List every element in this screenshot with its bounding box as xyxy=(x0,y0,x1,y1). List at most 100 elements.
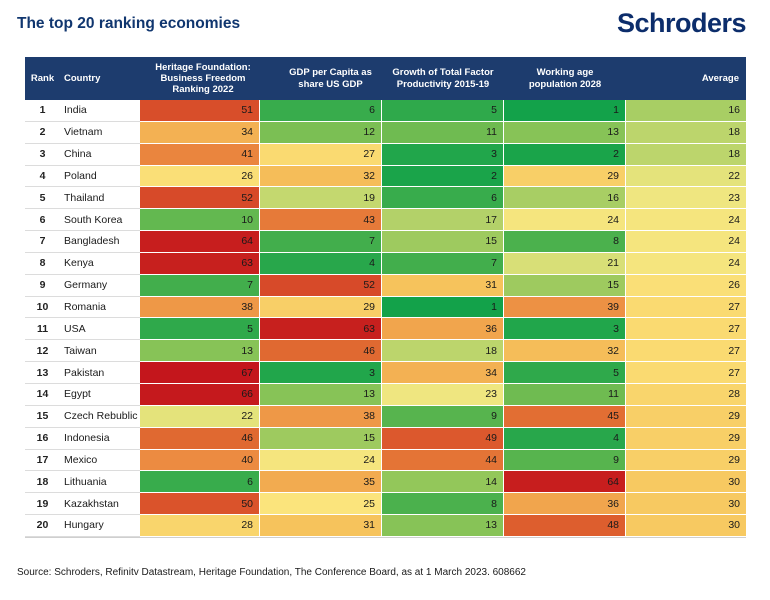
value-cell: 24 xyxy=(504,209,626,232)
table-row: 14 Egypt 66 13 23 11 28 xyxy=(25,383,746,406)
country-cell: Pakistan xyxy=(60,362,140,384)
table-row: 6 South Korea 10 43 17 24 24 xyxy=(25,209,746,232)
rank-cell: 11 xyxy=(25,318,60,341)
value-cell: 22 xyxy=(626,165,746,188)
table-row: 13 Pakistan 67 3 34 5 27 xyxy=(25,362,746,384)
value-cell: 29 xyxy=(504,165,626,188)
value-cell: 2 xyxy=(382,165,504,188)
rank-cell: 4 xyxy=(25,165,60,188)
col-header-working-age: Working age population 2028 xyxy=(504,57,626,100)
value-cell: 18 xyxy=(626,143,746,166)
value-cell: 36 xyxy=(504,493,626,516)
rank-cell: 8 xyxy=(25,252,60,275)
rank-cell: 2 xyxy=(25,121,60,144)
value-cell: 7 xyxy=(382,252,504,275)
value-cell: 3 xyxy=(504,318,626,341)
table-row: 11 USA 5 63 36 3 27 xyxy=(25,318,746,341)
col-header-heritage-ranking: Heritage Foundation: Business Freedom Ra… xyxy=(140,57,260,100)
rank-cell: 6 xyxy=(25,209,60,232)
table-row: 19 Kazakhstan 50 25 8 36 30 xyxy=(25,493,746,516)
value-cell: 11 xyxy=(382,121,504,144)
table-row: 1 India 51 6 5 1 16 xyxy=(25,100,746,122)
value-cell: 16 xyxy=(504,187,626,210)
col-header-gdp-label: GDP per Capita as share US GDP xyxy=(289,67,372,90)
value-cell: 9 xyxy=(504,449,626,472)
country-cell: Czech Rebublic xyxy=(60,405,140,428)
table-row: 9 Germany 7 52 31 15 26 xyxy=(25,274,746,297)
value-cell: 30 xyxy=(626,493,746,516)
value-cell: 36 xyxy=(382,318,504,341)
value-cell: 24 xyxy=(626,209,746,232)
value-cell: 24 xyxy=(260,449,382,472)
col-header-average: Average xyxy=(626,57,746,100)
value-cell: 11 xyxy=(504,383,626,406)
value-cell: 18 xyxy=(626,121,746,144)
value-cell: 5 xyxy=(382,100,504,122)
value-cell: 23 xyxy=(626,187,746,210)
value-cell: 43 xyxy=(260,209,382,232)
value-cell: 46 xyxy=(260,340,382,363)
rank-cell: 18 xyxy=(25,471,60,494)
value-cell: 26 xyxy=(140,165,260,188)
value-cell: 26 xyxy=(626,274,746,297)
value-cell: 35 xyxy=(260,471,382,494)
value-cell: 29 xyxy=(626,449,746,472)
col-header-gdp-per-capita: GDP per Capita as share US GDP xyxy=(260,57,382,100)
value-cell: 25 xyxy=(260,493,382,516)
value-cell: 22 xyxy=(140,405,260,428)
country-cell: South Korea xyxy=(60,209,140,232)
page-title: The top 20 ranking economies xyxy=(17,15,241,32)
value-cell: 23 xyxy=(382,383,504,406)
col-header-tfp-label: Growth of Total Factor Productivity 2015… xyxy=(392,67,494,90)
value-cell: 8 xyxy=(382,493,504,516)
source-note: Source: Schroders, Refinitv Datastream, … xyxy=(17,567,526,578)
value-cell: 48 xyxy=(504,515,626,537)
country-cell: China xyxy=(60,143,140,166)
value-cell: 38 xyxy=(260,405,382,428)
value-cell: 6 xyxy=(140,471,260,494)
col-header-heritage-label: Heritage Foundation: Business Freedom Ra… xyxy=(155,61,251,96)
value-cell: 39 xyxy=(504,296,626,319)
country-cell: Poland xyxy=(60,165,140,188)
value-cell: 15 xyxy=(382,231,504,253)
value-cell: 4 xyxy=(504,427,626,450)
country-cell: Thailand xyxy=(60,187,140,210)
value-cell: 34 xyxy=(140,121,260,144)
rank-cell: 20 xyxy=(25,515,60,537)
value-cell: 30 xyxy=(626,515,746,537)
value-cell: 13 xyxy=(140,340,260,363)
rank-cell: 16 xyxy=(25,427,60,450)
value-cell: 14 xyxy=(382,471,504,494)
value-cell: 19 xyxy=(260,187,382,210)
value-cell: 16 xyxy=(626,100,746,122)
value-cell: 52 xyxy=(260,274,382,297)
value-cell: 4 xyxy=(260,252,382,275)
col-header-rank: Rank xyxy=(25,57,60,100)
table-row: 12 Taiwan 13 46 18 32 27 xyxy=(25,340,746,363)
rank-cell: 17 xyxy=(25,449,60,472)
col-header-average-label: Average xyxy=(701,72,739,84)
value-cell: 24 xyxy=(626,231,746,253)
value-cell: 24 xyxy=(626,252,746,275)
rank-cell: 9 xyxy=(25,274,60,297)
value-cell: 46 xyxy=(140,427,260,450)
value-cell: 3 xyxy=(260,362,382,384)
value-cell: 10 xyxy=(140,209,260,232)
value-cell: 5 xyxy=(140,318,260,341)
value-cell: 3 xyxy=(382,143,504,166)
value-cell: 27 xyxy=(626,318,746,341)
country-cell: USA xyxy=(60,318,140,341)
table-header-row: Rank Country Heritage Foundation: Busine… xyxy=(25,57,746,100)
value-cell: 29 xyxy=(260,296,382,319)
country-cell: Taiwan xyxy=(60,340,140,363)
country-cell: Hungary xyxy=(60,515,140,537)
rank-cell: 7 xyxy=(25,231,60,253)
value-cell: 45 xyxy=(504,405,626,428)
country-cell: Bangladesh xyxy=(60,231,140,253)
rank-cell: 3 xyxy=(25,143,60,166)
value-cell: 6 xyxy=(260,100,382,122)
value-cell: 29 xyxy=(626,405,746,428)
value-cell: 13 xyxy=(504,121,626,144)
country-cell: Romania xyxy=(60,296,140,319)
country-cell: Kenya xyxy=(60,252,140,275)
